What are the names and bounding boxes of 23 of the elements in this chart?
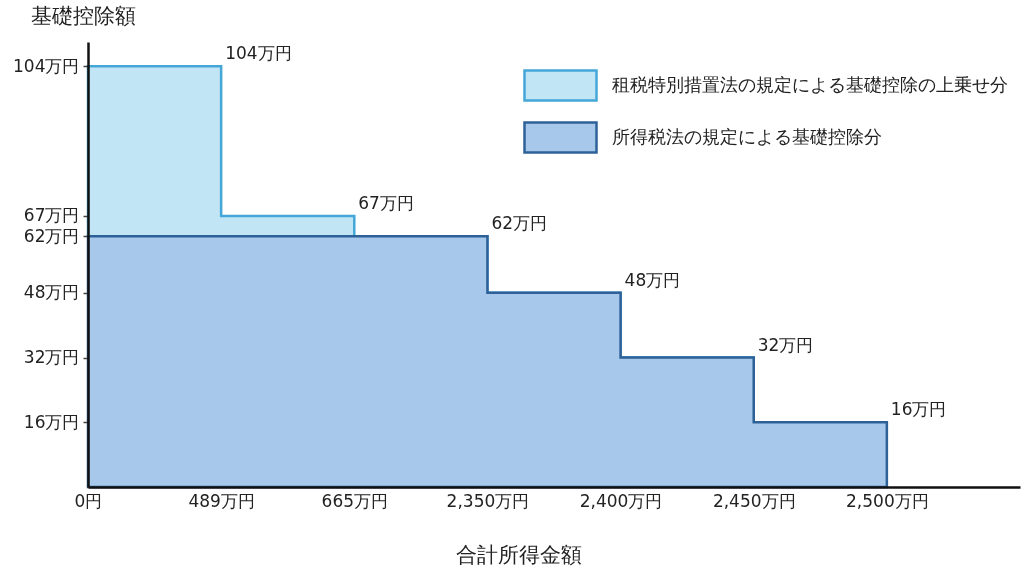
y-tick-label: 67万円 — [23, 205, 80, 226]
total-label: 48万円 — [624, 269, 681, 290]
x-axis-title: 合計所得金額 — [456, 542, 583, 567]
legend-label: 所得税法の規定による基礎控除分 — [612, 125, 882, 147]
y-tick-label: 16万円 — [23, 411, 80, 432]
y-tick-label: 104万円 — [13, 55, 80, 76]
x-tick-label: 0円 — [74, 490, 103, 511]
x-tick-label: 2,500万円 — [846, 490, 929, 511]
y-tick-label: 62万円 — [23, 225, 80, 246]
x-tick-label: 665万円 — [321, 490, 389, 511]
x-tick-label: 2,450万円 — [712, 490, 796, 511]
y-tick-label: 48万円 — [23, 282, 80, 303]
legend-label: 租税特別措置法の規定による基礎控除の上乗せ分 — [612, 73, 1008, 95]
x-tick-label: 2,400万円 — [579, 490, 663, 511]
y-tick-label: 32万円 — [23, 347, 80, 368]
y-axis-title: 基礎控除額 — [30, 3, 136, 28]
x-tick-label: 2,350万円 — [446, 490, 530, 511]
total-label: 62万円 — [491, 213, 548, 234]
total-label: 67万円 — [358, 192, 414, 213]
x-tick-label: 489万円 — [188, 490, 255, 511]
total-label: 16万円 — [890, 399, 947, 420]
total-label: 32万円 — [757, 334, 814, 355]
total-label: 104万円 — [225, 43, 292, 64]
